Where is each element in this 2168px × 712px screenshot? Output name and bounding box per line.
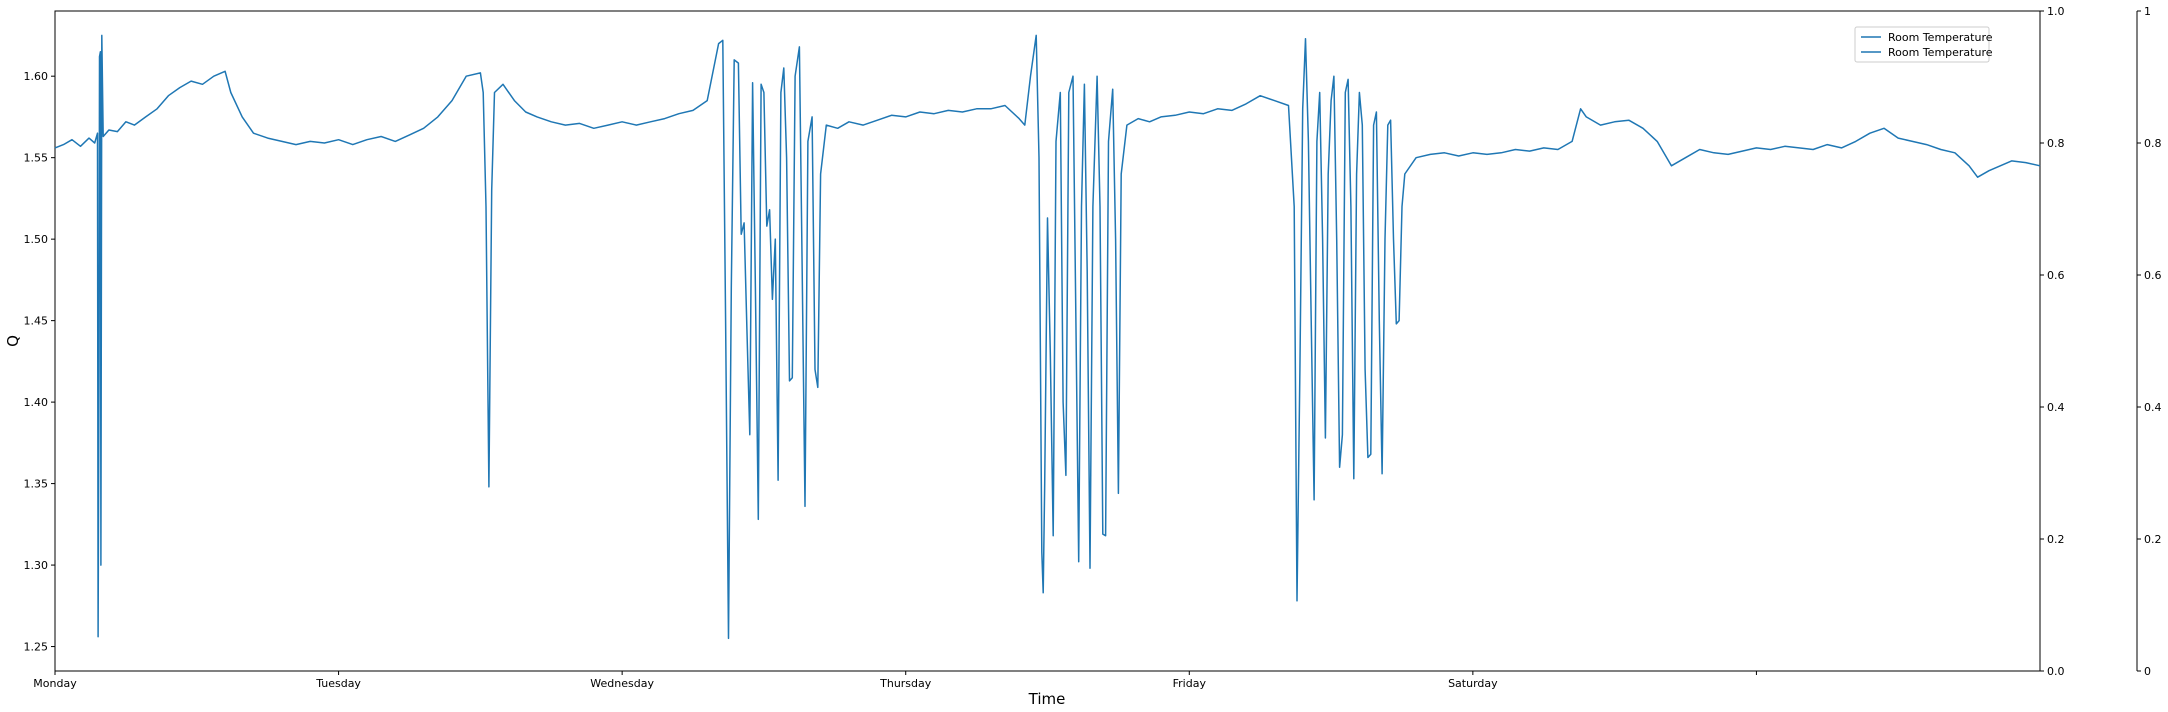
right-axis-2-tick-label: 0.8 [2144, 137, 2162, 150]
right-axis-2-tick-label: 0.4 [2144, 401, 2162, 414]
right-axis-1-tick-label: 0.6 [2047, 269, 2065, 282]
y-tick-label: 1.40 [24, 396, 49, 409]
y-axis-label: Q [4, 335, 22, 347]
x-tick-label: Monday [33, 677, 77, 690]
x-tick-label: Saturday [1448, 677, 1498, 690]
plot-area [54, 10, 2041, 672]
right-axis-1-tick-label: 0.8 [2047, 137, 2065, 150]
y-tick-label: 1.55 [24, 152, 49, 165]
right-axis-2-ticks: 0 0.2 0.4 0.6 0.8 1 [2136, 5, 2162, 678]
x-tick-label: Thursday [879, 677, 932, 690]
series-layer [54, 34, 2041, 640]
x-tick-label: Wednesday [590, 677, 654, 690]
legend-entry-2: Room Temperature [1888, 46, 1993, 59]
y-tick-label: 1.50 [24, 233, 49, 246]
legend-entry-1: Room Temperature [1888, 31, 1993, 44]
right-axis-1-tick-label: 0.4 [2047, 401, 2065, 414]
right-axis-2-tick-label: 0.2 [2144, 533, 2162, 546]
y-tick-label: 1.25 [24, 641, 49, 654]
y-tick-label: 1.30 [24, 559, 49, 572]
series-line-room-temperature [54, 34, 2041, 640]
legend: Room Temperature Room Temperature [1854, 26, 1993, 63]
plot-frame [54, 10, 2041, 672]
right-axis-2-tick-label: 0 [2144, 665, 2151, 678]
y-axis-ticks: 1.25 1.30 1.35 1.40 1.45 1.50 1.55 1.60 [24, 70, 55, 654]
y-tick-label: 1.35 [24, 478, 49, 491]
x-axis-label: Time [1028, 690, 1066, 708]
right-axis-1-ticks: 0.0 0.2 0.4 0.6 0.8 1.0 [2040, 5, 2065, 678]
right-axis-2-tick-label: 1 [2144, 5, 2151, 18]
right-axis-1-tick-label: 0.2 [2047, 533, 2065, 546]
y-tick-label: 1.45 [24, 315, 49, 328]
right-axis-1-tick-label: 0.0 [2047, 665, 2065, 678]
x-tick-label: Tuesday [315, 677, 361, 690]
y-tick-label: 1.60 [24, 70, 49, 83]
x-axis-ticks: Monday Tuesday Wednesday Thursday Friday Satu… [33, 671, 1757, 690]
x-tick-label: Friday [1173, 677, 1207, 690]
right-axis-2-tick-label: 0.6 [2144, 269, 2162, 282]
right-axis-1-tick-label: 1.0 [2047, 5, 2065, 18]
legend-box [1854, 26, 1990, 63]
